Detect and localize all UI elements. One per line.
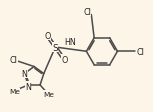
- Text: Me: Me: [9, 88, 20, 94]
- Text: Cl: Cl: [83, 7, 91, 16]
- Text: Cl: Cl: [136, 47, 144, 56]
- Text: Me: Me: [43, 91, 54, 97]
- Text: N: N: [25, 82, 31, 91]
- Text: HN: HN: [64, 38, 76, 46]
- Text: Cl: Cl: [10, 55, 18, 64]
- Text: O: O: [44, 31, 51, 40]
- Text: O: O: [61, 55, 68, 64]
- Text: S: S: [52, 43, 58, 52]
- Text: N: N: [22, 69, 27, 78]
